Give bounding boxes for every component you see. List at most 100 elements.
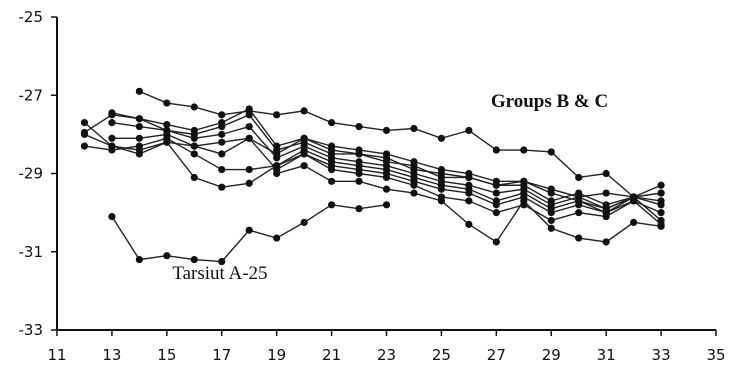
data-point [657,181,665,189]
data-point [492,181,500,189]
series-line [84,133,662,225]
data-point [465,173,473,182]
x-tick-label: 33 [652,346,671,364]
data-point [300,107,308,115]
series-label: Tarsiut A-25 [172,263,267,284]
data-point [163,99,171,107]
data-point [575,209,583,217]
data-point [547,209,555,217]
data-point [355,122,363,131]
data-point [410,165,418,174]
data-point [465,220,473,228]
data-point [245,165,253,174]
data-point [547,148,555,156]
data-point [382,169,391,178]
data-point [410,189,418,197]
data-point [218,257,226,266]
x-tick-label: 23 [377,346,396,364]
data-point [657,189,665,197]
data-point [245,134,253,142]
data-point [135,255,143,264]
data-point [355,150,363,158]
data-point [657,201,665,209]
data-point [410,124,418,133]
data-point [300,162,308,170]
data-point [657,209,665,217]
data-point [273,169,281,178]
series-10 [108,201,391,266]
series-line [139,90,662,198]
data-point [437,169,446,178]
series-line [84,122,662,198]
data-point [547,201,555,209]
data-point [492,201,500,209]
data-point [273,142,281,150]
x-tick-label: 25 [432,346,451,364]
data-point [327,162,336,170]
data-point [135,115,143,123]
data-point [355,205,363,213]
data-point [108,212,116,221]
series-8 [108,105,665,213]
data-point [492,209,500,217]
data-point [135,134,143,142]
data-point [492,146,500,154]
x-tick-label: 35 [706,346,725,364]
x-tick-label: 29 [542,346,561,364]
x-tick-label: 13 [102,346,121,364]
data-point [355,165,363,174]
x-tick-label: 19 [267,346,286,364]
data-point [108,109,116,117]
data-point [135,87,143,95]
data-point [190,173,198,182]
data-point [300,218,308,227]
data-point [327,177,336,185]
data-point [190,142,198,150]
series-1 [135,87,665,201]
data-point [465,181,473,189]
data-point [218,111,226,119]
data-point [382,154,391,162]
data-point [355,158,363,166]
data-point [218,138,226,146]
data-point [355,177,363,185]
data-point [218,165,226,174]
x-tick-label: 21 [322,346,341,364]
data-point [327,201,336,209]
data-point [190,126,198,135]
data-point [80,119,89,127]
data-point [657,222,665,230]
data-point [520,185,528,193]
data-point [465,189,473,197]
data-point [218,119,226,127]
data-point [410,177,418,185]
data-point [245,179,253,187]
data-point [382,185,391,193]
data-point [108,134,116,142]
x-tick-label: 31 [597,346,616,364]
data-point [382,201,391,209]
data-point [245,226,253,234]
series-9 [273,162,665,246]
data-point [437,185,446,193]
data-point [547,216,555,225]
data-point [602,205,610,213]
data-point [163,252,171,260]
data-point [273,111,281,119]
data-point [190,103,198,111]
data-point [135,142,143,150]
data-point [327,119,336,127]
data-point [327,154,336,162]
data-point [273,154,281,162]
data-point [437,134,446,142]
data-point [80,130,89,138]
series-6 [108,119,665,213]
y-tick-label: -27 [19,86,44,104]
data-point [245,105,253,113]
data-point [602,169,610,178]
data-point [300,150,308,158]
series-layer [80,87,665,266]
data-point [300,142,308,150]
data-point [382,126,391,135]
data-point [630,218,638,227]
